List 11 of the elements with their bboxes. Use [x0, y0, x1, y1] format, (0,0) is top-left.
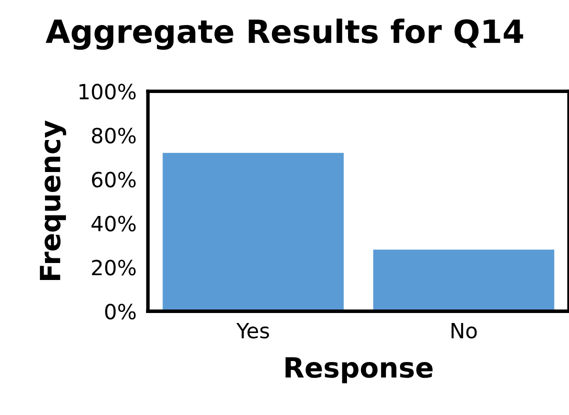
- y-tick-label: 40%: [92, 216, 136, 232]
- x-tick-label: No: [452, 323, 477, 338]
- chart-title: Aggregate Results for Q14: [46, 18, 524, 50]
- y-tick-label: 80%: [92, 128, 136, 144]
- y-tick-label: 0%: [105, 304, 136, 320]
- x-axis-title: Response: [286, 357, 433, 384]
- y-tick-label: 20%: [92, 260, 136, 276]
- x-tick-label: Yes: [236, 323, 270, 338]
- y-tick-label: 60%: [92, 172, 136, 188]
- y-axis-title: Frequency: [40, 120, 66, 280]
- y-tick-label: 100%: [80, 84, 136, 100]
